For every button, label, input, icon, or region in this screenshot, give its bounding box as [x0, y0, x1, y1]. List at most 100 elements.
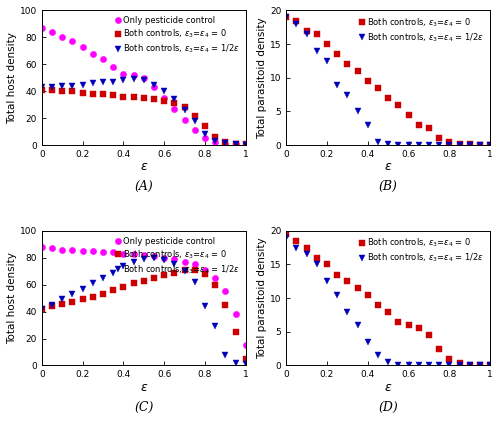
Both controls, $\epsilon_3$=$\epsilon_4$ = 1/2$\epsilon$ [39, 85, 45, 90]
Both controls, $\epsilon_3$=$\epsilon_4$ = 0 [172, 101, 177, 106]
Both controls, $\epsilon_3$=$\epsilon_4$ = 0 [375, 302, 381, 307]
Both controls, $\epsilon_3$=$\epsilon_4$ = 0 [344, 279, 350, 284]
Only pesticide control [202, 267, 208, 272]
Only pesticide control [39, 25, 45, 31]
Both controls, $\epsilon_3$=$\epsilon_4$ = 0 [365, 78, 371, 84]
Both controls, $\epsilon_3$=$\epsilon_4$ = 0 [100, 92, 106, 97]
Only pesticide control [100, 56, 106, 61]
Both controls, $\epsilon_3$=$\epsilon_4$ = 1/2$\epsilon$ [161, 89, 167, 94]
Only pesticide control [130, 251, 136, 256]
Y-axis label: Total host density: Total host density [7, 252, 17, 344]
Both controls, $\epsilon_3$=$\epsilon_4$ = 1/2$\epsilon$ [304, 252, 310, 257]
Both controls, $\epsilon_3$=$\epsilon_4$ = 1/2$\epsilon$ [396, 362, 402, 367]
Line: Both controls, $\epsilon_3$=$\epsilon_4$ = 0: Both controls, $\epsilon_3$=$\epsilon_4$… [284, 232, 493, 368]
Both controls, $\epsilon_3$=$\epsilon_4$ = 1/2$\epsilon$ [202, 132, 208, 137]
Both controls, $\epsilon_3$=$\epsilon_4$ = 1/2$\epsilon$ [283, 15, 289, 20]
Y-axis label: Total parasitoid density: Total parasitoid density [257, 17, 267, 139]
Both controls, $\epsilon_3$=$\epsilon_4$ = 0 [283, 15, 289, 20]
Legend: Only pesticide control, Both controls, $\epsilon_3$=$\epsilon_4$ = 0, Both contr: Only pesticide control, Both controls, $… [114, 235, 242, 277]
Both controls, $\epsilon_3$=$\epsilon_4$ = 1/2$\epsilon$ [467, 363, 473, 368]
Both controls, $\epsilon_3$=$\epsilon_4$ = 0 [120, 285, 126, 290]
Both controls, $\epsilon_3$=$\epsilon_4$ = 1/2$\epsilon$ [365, 339, 371, 344]
Both controls, $\epsilon_3$=$\epsilon_4$ = 1/2$\epsilon$ [456, 363, 462, 368]
Both controls, $\epsilon_3$=$\epsilon_4$ = 0 [202, 271, 208, 276]
Both controls, $\epsilon_3$=$\epsilon_4$ = 1/2$\epsilon$ [283, 235, 289, 240]
Line: Both controls, $\epsilon_3$=$\epsilon_4$ = 0: Both controls, $\epsilon_3$=$\epsilon_4$… [284, 14, 493, 148]
Only pesticide control [222, 141, 228, 146]
Only pesticide control [90, 51, 96, 56]
Both controls, $\epsilon_3$=$\epsilon_4$ = 0 [467, 142, 473, 147]
Both controls, $\epsilon_3$=$\epsilon_4$ = 0 [141, 278, 147, 283]
Both controls, $\epsilon_3$=$\epsilon_4$ = 1/2$\epsilon$ [70, 292, 75, 297]
Both controls, $\epsilon_3$=$\epsilon_4$ = 1/2$\epsilon$ [161, 258, 167, 263]
Both controls, $\epsilon_3$=$\epsilon_4$ = 0 [324, 262, 330, 267]
Only pesticide control [151, 254, 157, 259]
Both controls, $\epsilon_3$=$\epsilon_4$ = 0 [70, 89, 75, 94]
Only pesticide control [243, 343, 249, 348]
Both controls, $\epsilon_3$=$\epsilon_4$ = 0 [304, 28, 310, 33]
Both controls, $\epsilon_3$=$\epsilon_4$ = 1/2$\epsilon$ [487, 142, 493, 148]
Both controls, $\epsilon_3$=$\epsilon_4$ = 0 [120, 94, 126, 99]
Only pesticide control [120, 251, 126, 256]
Both controls, $\epsilon_3$=$\epsilon_4$ = 1/2$\epsilon$ [314, 48, 320, 53]
Both controls, $\epsilon_3$=$\epsilon_4$ = 0 [90, 294, 96, 299]
Both controls, $\epsilon_3$=$\epsilon_4$ = 0 [39, 307, 45, 312]
X-axis label: $\epsilon$: $\epsilon$ [384, 381, 392, 394]
Both controls, $\epsilon_3$=$\epsilon_4$ = 1/2$\epsilon$ [130, 259, 136, 264]
X-axis label: $\epsilon$: $\epsilon$ [140, 381, 148, 394]
Both controls, $\epsilon_3$=$\epsilon_4$ = 0 [283, 232, 289, 237]
Both controls, $\epsilon_3$=$\epsilon_4$ = 0 [192, 113, 198, 118]
Both controls, $\epsilon_3$=$\epsilon_4$ = 0 [456, 141, 462, 146]
Both controls, $\epsilon_3$=$\epsilon_4$ = 0 [90, 92, 96, 97]
Both controls, $\epsilon_3$=$\epsilon_4$ = 0 [416, 326, 422, 331]
Text: (B): (B) [378, 180, 398, 193]
Both controls, $\epsilon_3$=$\epsilon_4$ = 1/2$\epsilon$ [477, 363, 483, 368]
Both controls, $\epsilon_3$=$\epsilon_4$ = 0 [100, 292, 106, 297]
Line: Only pesticide control: Only pesticide control [38, 244, 249, 349]
Both controls, $\epsilon_3$=$\epsilon_4$ = 0 [80, 90, 86, 95]
Both controls, $\epsilon_3$=$\epsilon_4$ = 0 [385, 309, 391, 314]
Both controls, $\epsilon_3$=$\epsilon_4$ = 0 [70, 300, 75, 305]
Both controls, $\epsilon_3$=$\epsilon_4$ = 1/2$\epsilon$ [232, 360, 238, 365]
Only pesticide control [130, 73, 136, 78]
Both controls, $\epsilon_3$=$\epsilon_4$ = 0 [212, 134, 218, 139]
Both controls, $\epsilon_3$=$\epsilon_4$ = 0 [314, 31, 320, 36]
Both controls, $\epsilon_3$=$\epsilon_4$ = 0 [49, 304, 55, 309]
Only pesticide control [232, 312, 238, 317]
Line: Both controls, $\epsilon_3$=$\epsilon_4$ = 1/2$\epsilon$: Both controls, $\epsilon_3$=$\epsilon_4$… [283, 234, 494, 368]
Both controls, $\epsilon_3$=$\epsilon_4$ = 0 [222, 140, 228, 145]
Both controls, $\epsilon_3$=$\epsilon_4$ = 1/2$\epsilon$ [334, 82, 340, 87]
Both controls, $\epsilon_3$=$\epsilon_4$ = 0 [130, 94, 136, 99]
X-axis label: $\epsilon$: $\epsilon$ [140, 160, 148, 173]
Both controls, $\epsilon_3$=$\epsilon_4$ = 1/2$\epsilon$ [70, 84, 75, 89]
Both controls, $\epsilon_3$=$\epsilon_4$ = 0 [172, 270, 177, 275]
Both controls, $\epsilon_3$=$\epsilon_4$ = 1/2$\epsilon$ [120, 78, 126, 83]
Only pesticide control [172, 106, 177, 112]
Line: Both controls, $\epsilon_3$=$\epsilon_4$ = 1/2$\epsilon$: Both controls, $\epsilon_3$=$\epsilon_4$… [38, 76, 249, 148]
Both controls, $\epsilon_3$=$\epsilon_4$ = 0 [487, 363, 493, 368]
Only pesticide control [141, 252, 147, 257]
Both controls, $\epsilon_3$=$\epsilon_4$ = 0 [436, 136, 442, 141]
Both controls, $\epsilon_3$=$\epsilon_4$ = 0 [161, 98, 167, 103]
Line: Both controls, $\epsilon_3$=$\epsilon_4$ = 0: Both controls, $\epsilon_3$=$\epsilon_4$… [39, 267, 248, 362]
Only pesticide control [90, 248, 96, 254]
Both controls, $\epsilon_3$=$\epsilon_4$ = 0 [202, 124, 208, 129]
Only pesticide control [110, 64, 116, 70]
Both controls, $\epsilon_3$=$\epsilon_4$ = 1/2$\epsilon$ [436, 363, 442, 368]
Both controls, $\epsilon_3$=$\epsilon_4$ = 1/2$\epsilon$ [416, 142, 422, 148]
Only pesticide control [39, 244, 45, 249]
Both controls, $\epsilon_3$=$\epsilon_4$ = 1/2$\epsilon$ [436, 142, 442, 148]
Both controls, $\epsilon_3$=$\epsilon_4$ = 0 [354, 69, 360, 74]
Both controls, $\epsilon_3$=$\epsilon_4$ = 0 [467, 362, 473, 367]
Both controls, $\epsilon_3$=$\epsilon_4$ = 1/2$\epsilon$ [90, 281, 96, 286]
Both controls, $\epsilon_3$=$\epsilon_4$ = 0 [334, 52, 340, 57]
Both controls, $\epsilon_3$=$\epsilon_4$ = 0 [39, 87, 45, 92]
Only pesticide control [202, 136, 208, 141]
Both controls, $\epsilon_3$=$\epsilon_4$ = 1/2$\epsilon$ [151, 255, 157, 260]
Both controls, $\epsilon_3$=$\epsilon_4$ = 0 [110, 287, 116, 293]
Both controls, $\epsilon_3$=$\epsilon_4$ = 1/2$\epsilon$ [172, 262, 177, 267]
Both controls, $\epsilon_3$=$\epsilon_4$ = 1/2$\epsilon$ [354, 109, 360, 114]
Only pesticide control [110, 250, 116, 255]
Only pesticide control [243, 142, 249, 148]
Both controls, $\epsilon_3$=$\epsilon_4$ = 0 [477, 142, 483, 148]
